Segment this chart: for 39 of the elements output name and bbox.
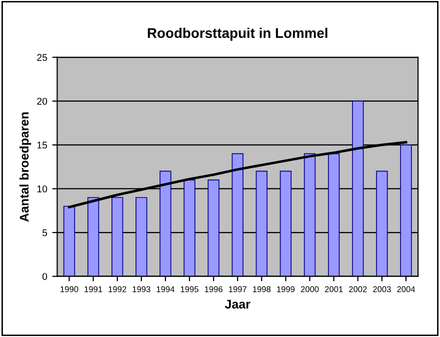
- bar: [328, 153, 340, 276]
- x-tick-label: 2004: [397, 286, 415, 292]
- x-tick-label: 1998: [253, 286, 271, 292]
- y-axis-title: Aantal broedparen: [19, 112, 32, 222]
- y-tick-label: 5: [42, 229, 48, 236]
- bar: [112, 197, 124, 276]
- y-tick-label: 15: [37, 142, 48, 149]
- bar: [136, 197, 148, 276]
- bar: [160, 170, 172, 276]
- x-tick-label: 1996: [204, 286, 222, 292]
- y-tick-label: 0: [42, 273, 48, 280]
- x-tick-label: 1990: [60, 286, 78, 292]
- x-tick-label: 2001: [324, 286, 343, 292]
- x-tick-label: 1997: [228, 286, 246, 292]
- bar: [280, 170, 292, 276]
- x-tick-label: 1995: [180, 286, 198, 292]
- x-tick-label: 2000: [300, 286, 319, 292]
- x-tick-label: 2002: [349, 286, 367, 292]
- bar: [304, 153, 316, 276]
- y-tick-label: 10: [37, 185, 48, 192]
- x-tick-label: 1993: [132, 286, 150, 292]
- x-tick-label: 1999: [277, 286, 295, 292]
- bar: [352, 100, 364, 276]
- bar: [376, 170, 388, 276]
- x-tick-label: 1992: [108, 286, 126, 292]
- x-tick-label: 2003: [373, 286, 391, 292]
- bar: [232, 153, 244, 276]
- bar: [63, 206, 76, 276]
- bar: [400, 144, 412, 276]
- bar: [184, 180, 196, 276]
- y-tick-label: 20: [37, 98, 48, 105]
- x-tick-label: 1991: [84, 286, 102, 292]
- x-tick-label: 1994: [156, 286, 174, 292]
- y-tick-label: 25: [37, 54, 48, 61]
- bar: [208, 180, 220, 276]
- x-axis-title: Jaar: [224, 300, 250, 309]
- bar: [87, 197, 100, 276]
- chart-title: Roodborsttapuit in Lommel: [148, 28, 328, 41]
- bar: [256, 170, 268, 276]
